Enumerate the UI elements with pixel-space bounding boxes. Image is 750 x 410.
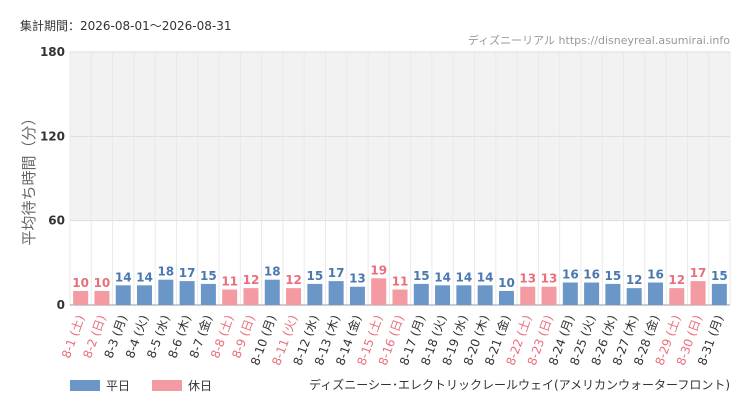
y-tick-label: 180 xyxy=(40,45,65,59)
value-label: 13 xyxy=(541,272,558,286)
value-label: 15 xyxy=(413,269,430,283)
bar xyxy=(562,282,578,305)
value-label: 12 xyxy=(626,273,643,287)
value-label: 15 xyxy=(605,269,622,283)
legend-label-weekday: 平日 xyxy=(106,379,131,393)
bar xyxy=(73,290,89,305)
bar xyxy=(328,281,344,305)
y-tick-label: 0 xyxy=(57,298,65,312)
bar xyxy=(711,283,727,305)
bar xyxy=(392,289,408,305)
bar xyxy=(222,289,238,305)
y-tick-label: 120 xyxy=(40,129,65,143)
bar xyxy=(584,282,600,305)
bar xyxy=(115,285,131,305)
bar xyxy=(413,283,429,305)
value-label: 14 xyxy=(115,270,132,284)
value-label: 11 xyxy=(221,275,238,289)
value-label: 13 xyxy=(349,272,366,286)
value-label: 16 xyxy=(562,268,579,282)
value-label: 16 xyxy=(583,268,600,282)
value-label: 18 xyxy=(157,265,174,279)
bar xyxy=(349,286,365,305)
bar xyxy=(498,290,514,305)
value-label: 10 xyxy=(72,276,89,290)
bar xyxy=(286,288,302,305)
value-label: 12 xyxy=(243,273,260,287)
legend-swatch-holiday xyxy=(152,380,183,391)
bar xyxy=(94,290,110,305)
bar xyxy=(158,279,174,305)
value-labels: 10 10 14 14 18 17 15 11 12 18 12 15 17 13 19 11 15 14 14 14… xyxy=(72,263,727,290)
y-tick-label: 60 xyxy=(48,214,65,228)
value-label: 17 xyxy=(690,266,707,280)
value-label: 14 xyxy=(477,270,494,284)
value-label: 11 xyxy=(392,275,409,289)
bar xyxy=(371,278,387,305)
value-label: 17 xyxy=(179,266,196,280)
y-tick-labels: 0 60 120 180 xyxy=(40,45,65,312)
bar xyxy=(243,288,259,305)
period-label: 集計期間：2026-08-01～2026-08-31 xyxy=(20,19,232,33)
legend-label-holiday: 休日 xyxy=(188,379,213,393)
value-label: 14 xyxy=(136,270,153,284)
value-label: 14 xyxy=(456,270,473,284)
value-label: 17 xyxy=(328,266,345,280)
bar xyxy=(307,283,323,305)
legend: 平日 休日 xyxy=(70,377,212,394)
bar xyxy=(137,285,153,305)
legend-swatch-weekday xyxy=(70,380,100,391)
legend-item-holiday[interactable]: 休日 xyxy=(152,377,212,394)
attraction-name: ディズニーシー･エレクトリックレールウェイ(アメリカンウォーターフロント) xyxy=(309,378,730,392)
value-label: 14 xyxy=(434,270,451,284)
bar xyxy=(626,288,642,305)
bar xyxy=(200,283,216,305)
bar xyxy=(264,279,280,305)
value-label: 12 xyxy=(285,273,302,287)
bar xyxy=(690,281,706,305)
value-label: 10 xyxy=(94,276,111,290)
bar xyxy=(647,282,663,305)
bars xyxy=(73,278,727,305)
value-label: 15 xyxy=(200,269,217,283)
bar xyxy=(456,285,472,305)
value-label: 13 xyxy=(519,272,536,286)
value-label: 15 xyxy=(306,269,323,283)
bar xyxy=(669,288,685,305)
site-credit: ディズニーリアル https://disneyreal.asumirai.inf… xyxy=(467,34,730,47)
value-label: 18 xyxy=(264,265,281,279)
bar xyxy=(477,285,493,305)
bar xyxy=(605,283,621,305)
value-label: 15 xyxy=(711,269,728,283)
bar xyxy=(520,286,536,305)
x-tick-labels: 8-1 (土)8-2 (日)8-3 (月)8-4 (火)8-5 (水)8-6 (… xyxy=(59,313,726,367)
value-label: 10 xyxy=(498,276,515,290)
bar xyxy=(435,285,451,305)
bar xyxy=(179,281,195,305)
bar xyxy=(541,286,557,305)
value-label: 12 xyxy=(668,273,685,287)
value-label: 19 xyxy=(370,263,387,277)
value-label: 16 xyxy=(647,268,664,282)
legend-item-weekday[interactable]: 平日 xyxy=(70,377,130,394)
y-axis-title: 平均待ち時間（分） xyxy=(20,110,38,245)
